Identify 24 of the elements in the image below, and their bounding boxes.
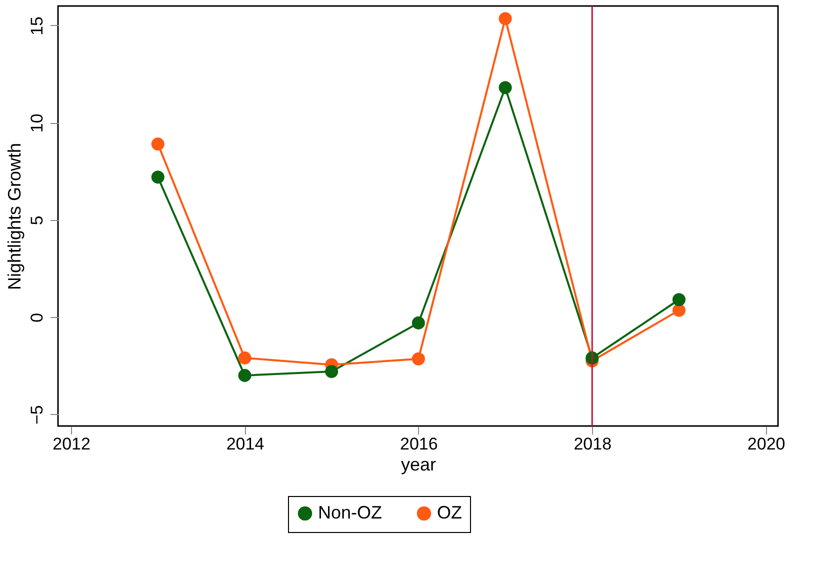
x-tick-label: 2012 — [52, 434, 90, 454]
x-tick-label: 2014 — [226, 434, 264, 454]
x-tick-label: 2016 — [400, 434, 438, 454]
point — [498, 12, 512, 26]
point — [151, 170, 164, 184]
point — [498, 81, 512, 94]
y-tick-label: −5 — [28, 405, 46, 425]
y-tick-label: 0 — [28, 312, 46, 322]
legend-label: OZ — [437, 502, 462, 522]
point — [412, 352, 425, 366]
x-axis-title: year — [400, 454, 436, 474]
x-tick-label: 2018 — [574, 434, 612, 454]
point — [151, 138, 164, 151]
point — [325, 365, 338, 378]
x-tick-label: 2020 — [747, 434, 786, 454]
point — [238, 351, 252, 364]
y-axis-title: Nightlights Growth — [4, 142, 24, 290]
point — [672, 293, 686, 306]
point — [412, 316, 425, 330]
y-tick-label: 15 — [28, 16, 46, 36]
point — [238, 368, 252, 382]
legend-label: Non-OZ — [318, 502, 382, 522]
y-tick-label: 5 — [28, 216, 46, 226]
y-tick-label: 10 — [28, 114, 46, 133]
